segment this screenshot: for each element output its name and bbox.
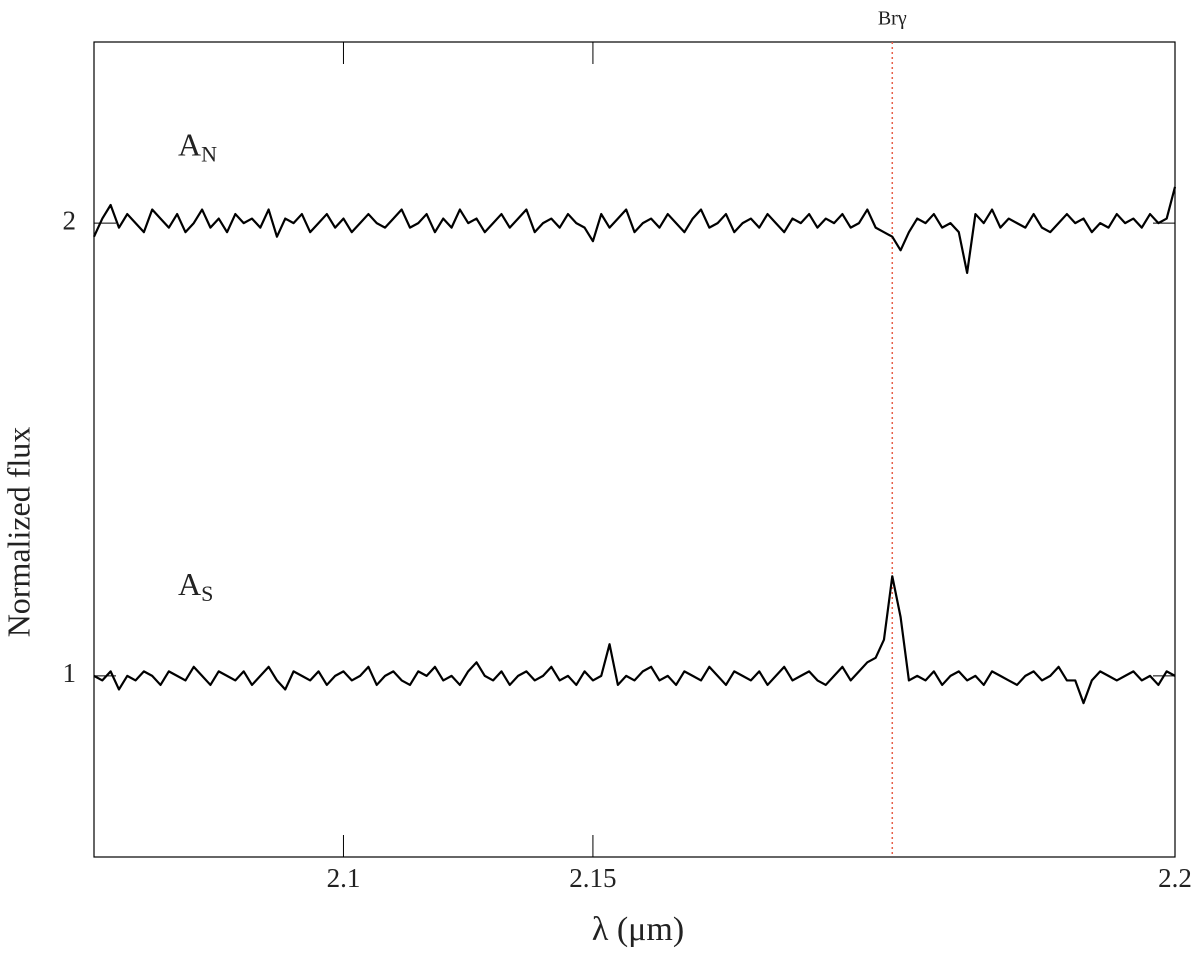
y-tick-label: 1	[63, 658, 77, 688]
series-label-main: A	[178, 566, 201, 602]
spectrum-line	[93, 186, 1177, 275]
series-label: AN	[178, 127, 217, 167]
series-label-sub: S	[201, 581, 213, 606]
plot-frame	[93, 41, 1176, 858]
spectrum-line	[93, 575, 1176, 705]
x-tick-label: 2.15	[569, 863, 616, 893]
x-axis-label: λ (μm)	[592, 911, 684, 948]
y-tick-label: 2	[63, 205, 77, 235]
series-label: AS	[178, 566, 213, 606]
reference-label: Brγ	[878, 8, 907, 30]
series-label-sub: N	[201, 142, 217, 167]
y-axis-label: Normalized flux	[0, 427, 36, 638]
x-tick-label: 2.1	[327, 863, 361, 893]
x-tick-label: 2.2	[1158, 863, 1192, 893]
series-label-main: A	[178, 127, 201, 163]
